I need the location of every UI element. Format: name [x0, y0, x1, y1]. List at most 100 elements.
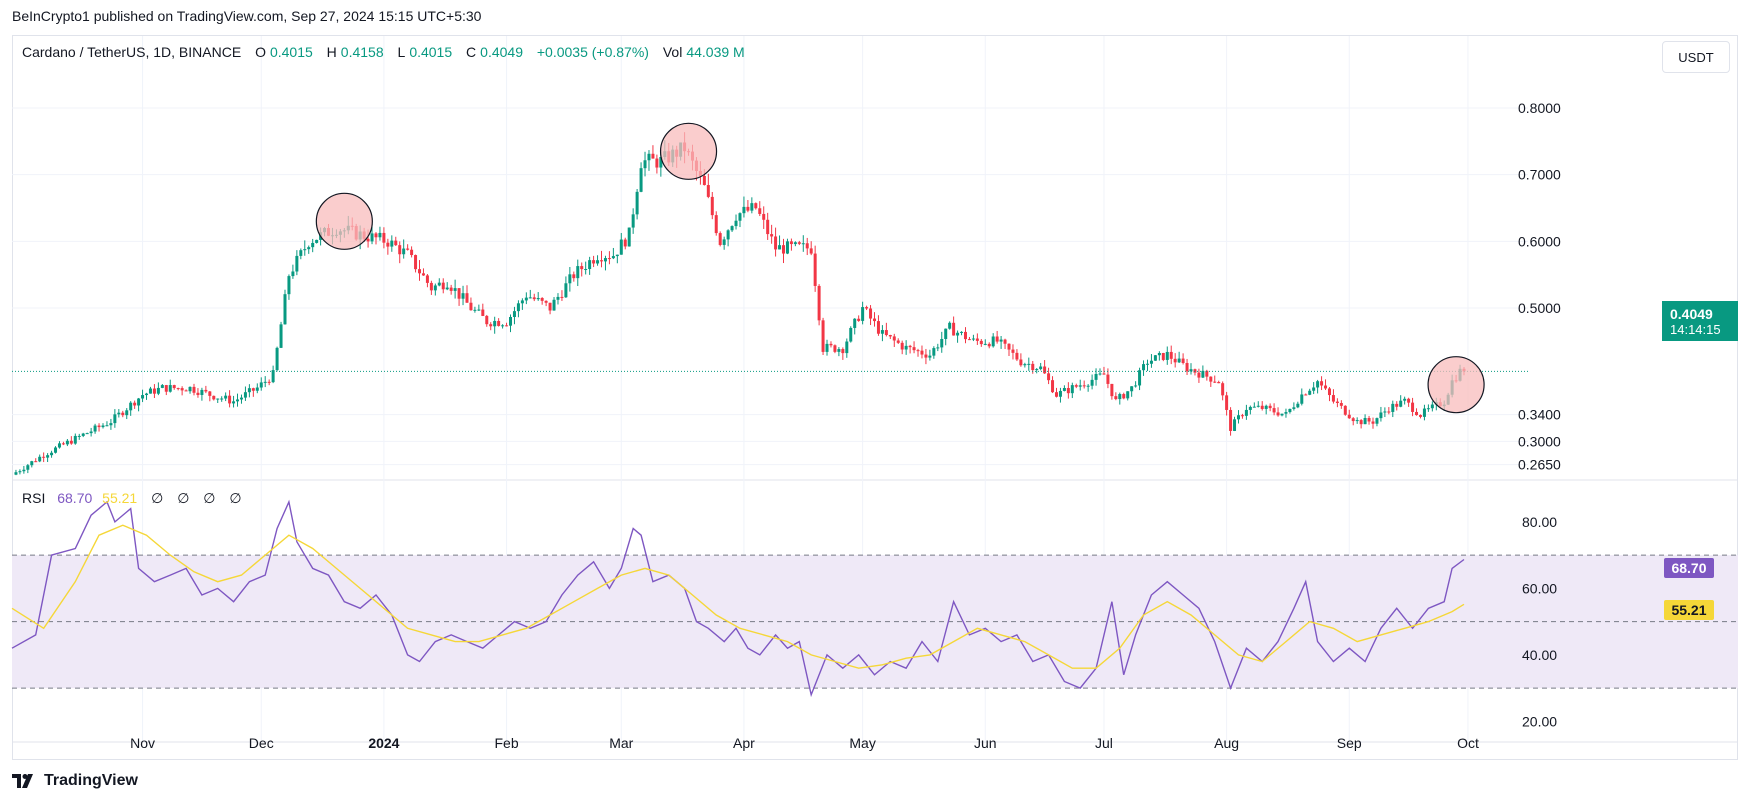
candle-body: [303, 249, 307, 251]
x-tick-label: Feb: [494, 735, 518, 751]
candle-body: [176, 388, 180, 390]
candle-body: [275, 347, 279, 371]
candle-body: [556, 296, 560, 300]
candle-body: [853, 318, 857, 328]
candle-body: [647, 153, 651, 161]
x-tick-label: Jul: [1095, 735, 1113, 751]
candle-body: [876, 321, 880, 334]
last-price-badge: 0.4049 14:14:15: [1662, 301, 1738, 341]
candle-body: [406, 248, 410, 250]
tradingview-brand[interactable]: TradingView: [12, 772, 138, 790]
candle-body: [152, 388, 156, 394]
candle-body: [948, 322, 952, 329]
candle-body: [1043, 366, 1047, 374]
candle-body: [643, 160, 647, 169]
candle-body: [869, 308, 873, 319]
candle-body: [125, 410, 129, 416]
candle-body: [1276, 412, 1280, 416]
candle-body: [596, 260, 600, 264]
candle-body: [952, 322, 956, 336]
candle-body: [548, 302, 552, 311]
candle-body: [758, 208, 762, 214]
rsi-bands: [12, 554, 1738, 689]
candle-body: [1371, 421, 1375, 424]
rsi-label[interactable]: RSI: [22, 490, 46, 506]
candle-body: [1149, 360, 1153, 364]
candle-body: [26, 465, 30, 470]
candle-body: [702, 175, 706, 186]
candle-body: [445, 287, 449, 290]
candle-body: [1252, 406, 1256, 408]
candle-body: [1399, 400, 1403, 407]
candle-body: [465, 293, 469, 303]
candle-body: [1280, 413, 1284, 416]
candle-body: [801, 243, 805, 245]
candle-body: [141, 395, 145, 399]
candle-body: [1169, 351, 1173, 359]
candle-body: [746, 206, 750, 211]
candle-body: [1130, 386, 1134, 392]
x-tick-label: Jun: [974, 735, 997, 751]
rsi-null-3: ∅: [203, 490, 216, 506]
candle-body: [928, 355, 932, 358]
rsi-tick-label: 20.00: [1522, 713, 1557, 729]
candle-body: [1181, 358, 1185, 363]
candle-body: [366, 238, 370, 242]
candle-body: [497, 320, 501, 326]
candle-body: [1343, 405, 1347, 415]
candle-body: [1031, 363, 1035, 371]
candle-body: [1003, 339, 1007, 344]
candle-body: [967, 339, 971, 341]
candle-body: [580, 266, 584, 270]
candle-body: [148, 388, 152, 394]
candle-body: [1327, 388, 1331, 396]
candle-body: [995, 336, 999, 342]
candle-body: [437, 282, 441, 286]
candle-body: [188, 386, 192, 392]
candle-body: [1039, 366, 1043, 370]
candle-body: [505, 325, 509, 327]
candle-body: [410, 249, 414, 256]
candle-body: [797, 242, 801, 244]
candle-body: [46, 455, 50, 458]
candle-body: [1126, 391, 1130, 399]
tradingview-logo-icon: [12, 774, 33, 788]
candle-body: [639, 168, 643, 192]
candle-body: [999, 339, 1003, 342]
candle-body: [73, 435, 77, 444]
candle-body: [1359, 420, 1363, 425]
price-tick-label: 0.8000: [1518, 100, 1561, 116]
candle-body: [774, 236, 778, 250]
candle-body: [228, 395, 232, 404]
candle-body: [1094, 373, 1098, 380]
high-value: 0.4158: [340, 44, 384, 60]
candle-body: [651, 153, 655, 159]
rsi-ma-value-badge: 55.21: [1664, 600, 1714, 620]
candle-body: [485, 315, 489, 325]
candle-body: [291, 271, 295, 277]
candle-body: [283, 294, 287, 325]
candle-body: [121, 412, 125, 416]
currency-button[interactable]: USDT: [1662, 41, 1730, 73]
candle-body: [1023, 364, 1027, 366]
candle-body: [196, 392, 200, 395]
candle-body: [809, 248, 813, 254]
candle-body: [1367, 418, 1371, 422]
candle-body: [247, 388, 251, 393]
candle-body: [1375, 418, 1379, 424]
candle-body: [1201, 370, 1205, 378]
candle-body: [30, 461, 34, 466]
price-tick-label: 0.3000: [1518, 433, 1561, 449]
rsi-ma-legend-value: 55.21: [102, 490, 138, 506]
candle-body: [1407, 398, 1411, 403]
candle-body: [69, 440, 73, 444]
candle-body: [888, 335, 892, 337]
candle-body: [61, 443, 65, 445]
candle-body: [762, 213, 766, 220]
candle-body: [1320, 381, 1324, 386]
symbol-name[interactable]: Cardano / TetherUS, 1D, BINANCE: [22, 44, 242, 60]
candle-body: [469, 302, 473, 311]
candle-body: [1106, 374, 1110, 384]
vol-label: Vol: [662, 44, 683, 60]
